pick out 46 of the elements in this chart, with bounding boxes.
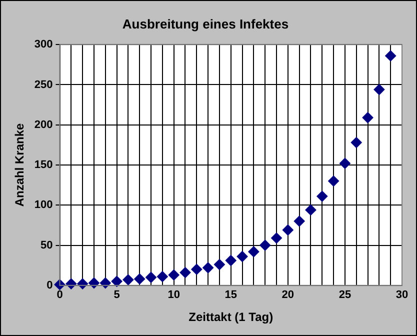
point <box>156 271 168 282</box>
point <box>146 272 157 283</box>
x-tick-label: 30 <box>396 289 408 302</box>
y-tick-label: 300 <box>34 38 53 51</box>
x-axis-title: Zeittakt (1 Tag) <box>188 310 274 324</box>
point <box>202 262 214 274</box>
point <box>362 112 374 124</box>
y-tick-label: 150 <box>34 159 53 172</box>
point <box>134 273 146 284</box>
point <box>305 204 316 216</box>
x-tick-label: 0 <box>56 289 63 302</box>
chart-title: Ausbreitung eines Infektes <box>122 16 289 32</box>
point <box>260 240 271 251</box>
point <box>271 232 282 244</box>
point <box>54 279 66 290</box>
x-tick-label: 10 <box>168 289 180 302</box>
point <box>316 190 328 202</box>
point <box>66 278 77 290</box>
point <box>374 84 385 96</box>
y-tick-label: 50 <box>40 239 53 252</box>
x-tick-label: 5 <box>114 289 120 302</box>
point <box>191 264 202 275</box>
y-tick-label: 100 <box>34 199 53 212</box>
point <box>282 224 294 236</box>
point <box>328 176 340 187</box>
x-tick-label: 15 <box>224 289 237 302</box>
point <box>88 277 100 288</box>
point <box>225 255 236 266</box>
point <box>339 158 350 169</box>
point <box>294 216 305 227</box>
y-tick-label: 200 <box>34 118 53 131</box>
point <box>248 246 260 258</box>
y-axis-title: Anzahl Kranke <box>12 123 27 207</box>
point <box>350 137 362 148</box>
point <box>214 259 225 270</box>
point <box>111 276 122 287</box>
point <box>180 267 191 278</box>
x-tick-label: 20 <box>282 289 294 302</box>
point <box>236 251 248 262</box>
point <box>168 269 180 280</box>
y-tick-label: 250 <box>34 78 53 91</box>
point <box>122 274 134 286</box>
point <box>100 277 111 288</box>
y-tick-label: 0 <box>46 279 53 292</box>
x-tick-label: 25 <box>338 289 352 302</box>
point <box>385 50 396 62</box>
